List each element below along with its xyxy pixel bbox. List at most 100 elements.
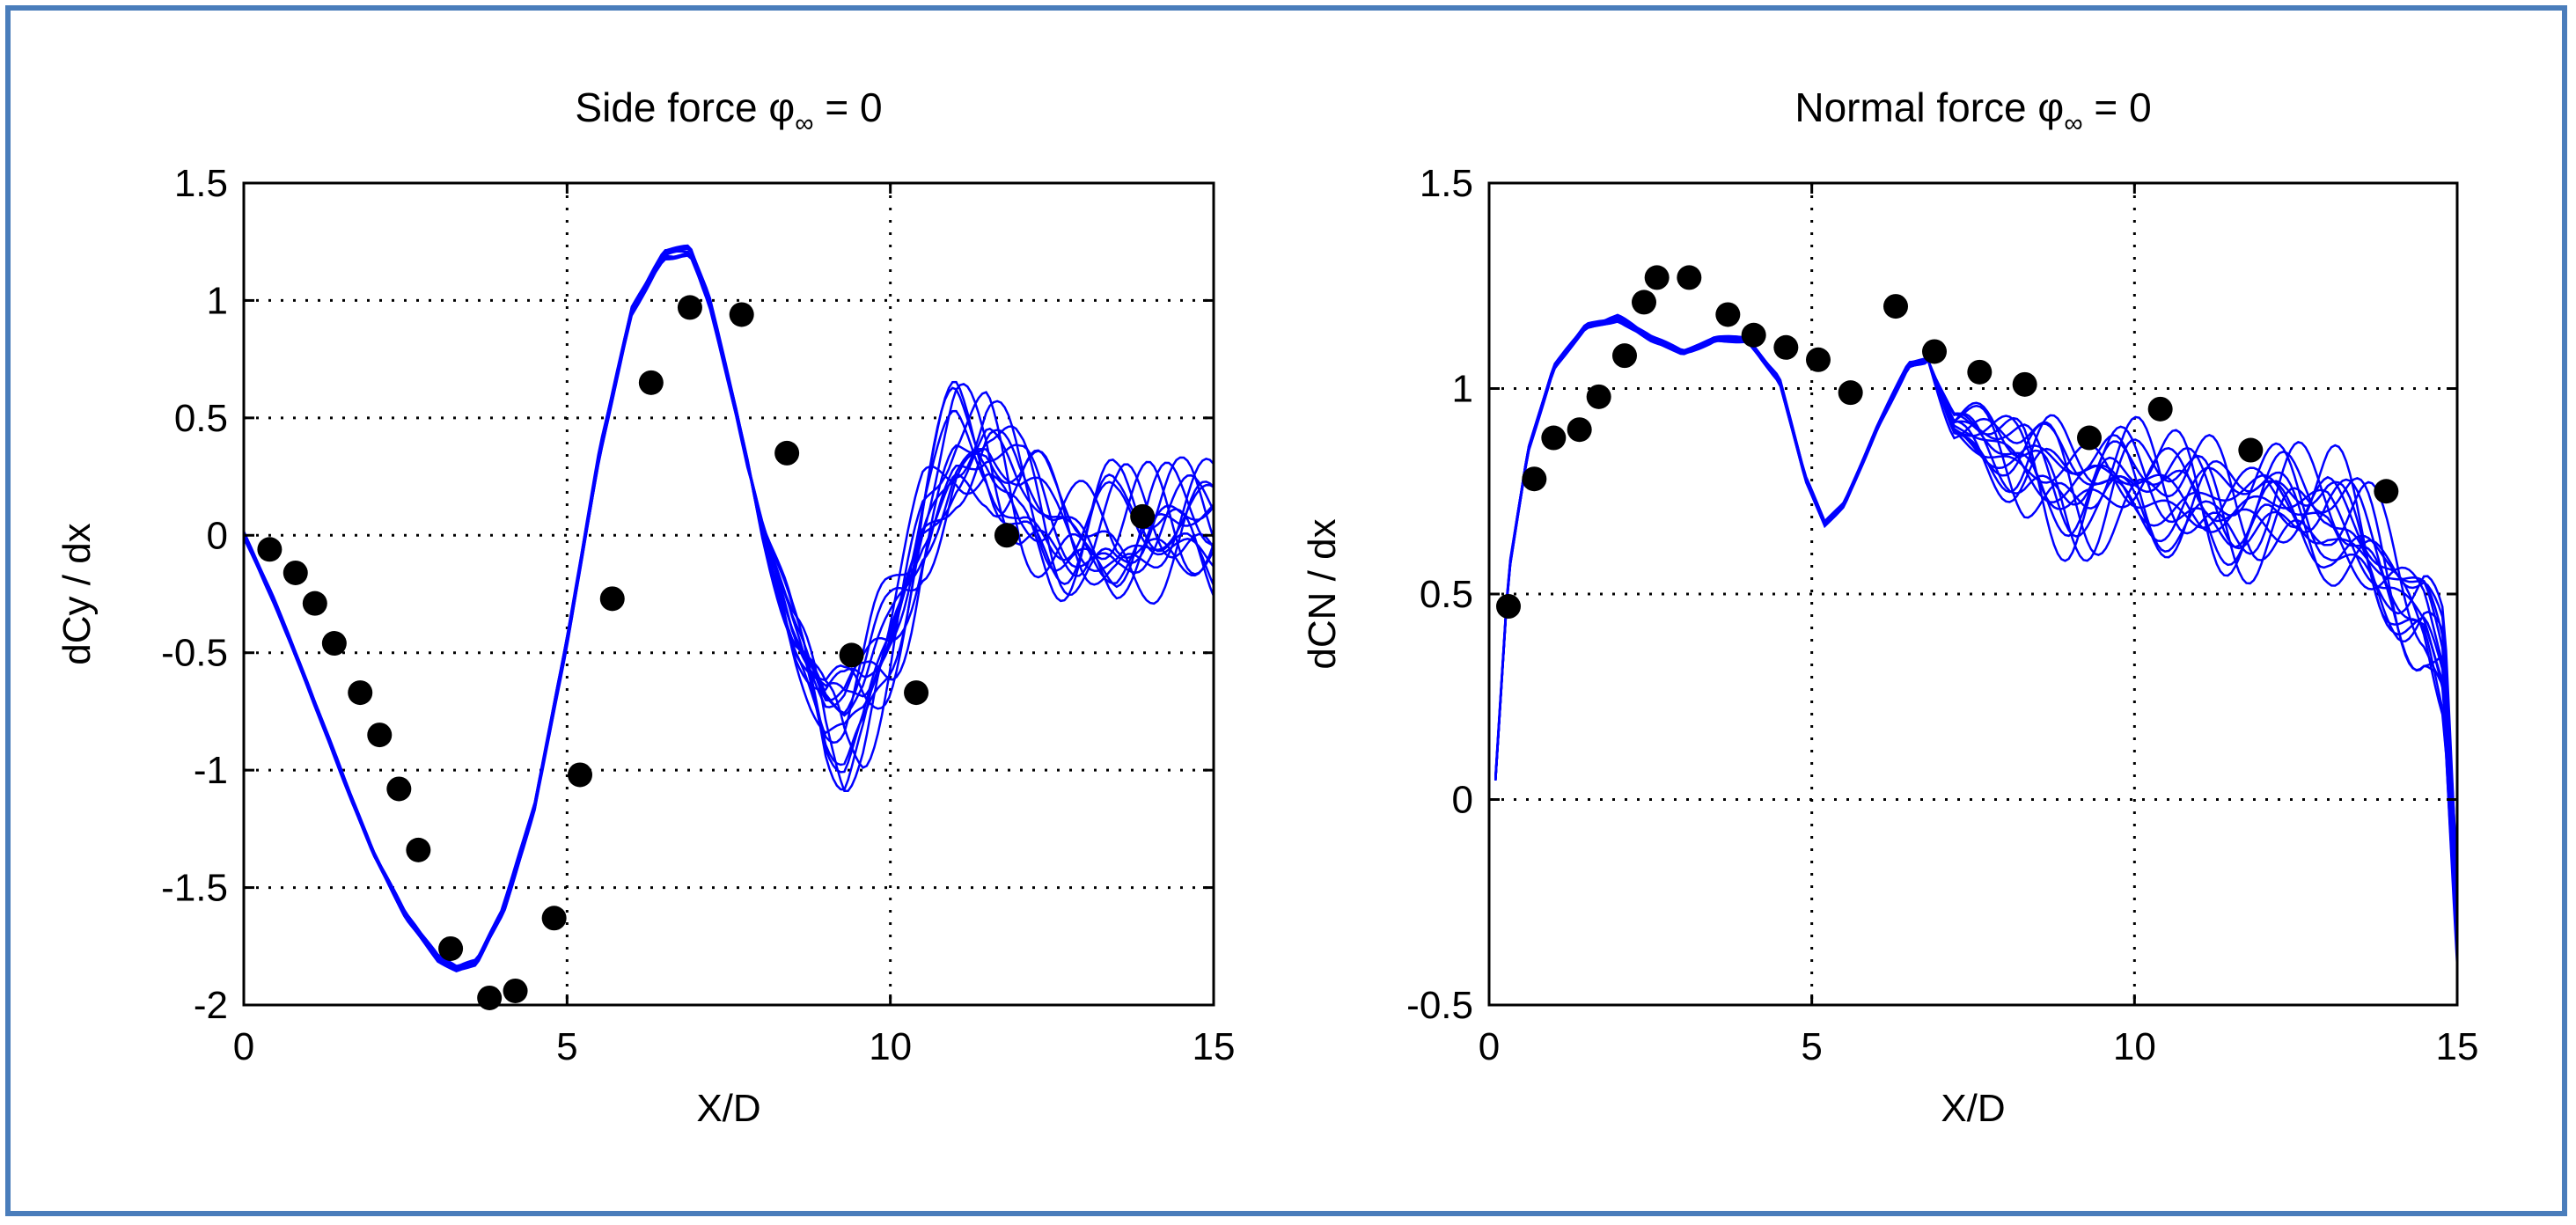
title-main: Side force φ bbox=[575, 84, 795, 130]
series-line bbox=[1494, 317, 2457, 928]
series-line bbox=[1494, 319, 2457, 918]
data-point bbox=[1586, 384, 1611, 409]
x-tick-label: 5 bbox=[556, 1025, 577, 1068]
data-point bbox=[1567, 417, 1592, 443]
data-point bbox=[1496, 594, 1521, 620]
data-point bbox=[2012, 371, 2037, 397]
figure-frame bbox=[5, 5, 2567, 1216]
data-point bbox=[1644, 265, 1670, 290]
chart-title: Side force φ∞ = 0 bbox=[575, 84, 882, 138]
axes-box bbox=[242, 181, 1215, 1007]
chart-title: Normal force φ∞ = 0 bbox=[1794, 84, 2151, 138]
data-point bbox=[348, 680, 373, 706]
data-point bbox=[774, 440, 800, 466]
y-tick-label: -0.5 bbox=[161, 632, 228, 675]
data-point bbox=[1838, 380, 1863, 406]
data-point bbox=[568, 762, 593, 788]
y-tick-label: 0.5 bbox=[174, 397, 228, 440]
series-line bbox=[1494, 318, 2457, 924]
y-tick-label: -1.5 bbox=[161, 867, 228, 910]
series-line bbox=[244, 246, 1214, 971]
data-point bbox=[2374, 479, 2399, 504]
data-point bbox=[1541, 425, 1567, 451]
series-line bbox=[244, 253, 1214, 971]
series-line bbox=[244, 250, 1214, 970]
y-tick-label: 0.5 bbox=[1420, 573, 1473, 616]
data-point bbox=[1741, 322, 1766, 348]
y-tick-label: 1 bbox=[1452, 368, 1473, 411]
data-point bbox=[1715, 302, 1741, 327]
data-point bbox=[1130, 503, 1156, 529]
data-point bbox=[677, 295, 702, 320]
series-line bbox=[1494, 319, 2457, 884]
series-line bbox=[244, 247, 1214, 972]
series-line bbox=[1494, 317, 2457, 871]
side-force-chart: Side force φ∞ = 0 X/D dCy / dx 0 5 10 15 -2 -… bbox=[55, 84, 1235, 1130]
normal-force-chart: Normal force φ∞ = 0 X/D dCN / dx 0 5 10 15-… bbox=[1301, 84, 2478, 1130]
series-line bbox=[244, 246, 1214, 972]
y-tick-label: 1.5 bbox=[1420, 162, 1473, 205]
title-subscript: ∞ bbox=[2064, 109, 2082, 138]
data-point bbox=[839, 642, 864, 668]
title-tail: = 0 bbox=[2083, 84, 2152, 130]
data-point bbox=[1632, 290, 1656, 315]
series-line bbox=[1494, 315, 2457, 955]
data-point bbox=[321, 631, 347, 657]
series-line bbox=[244, 254, 1214, 972]
data-point bbox=[729, 302, 754, 327]
series-line bbox=[1494, 316, 2457, 921]
data-point bbox=[1967, 359, 1993, 385]
data-point bbox=[904, 680, 929, 706]
data-point bbox=[599, 586, 625, 612]
x-tick-label: 15 bbox=[2436, 1025, 2479, 1068]
x-tick-label: 0 bbox=[233, 1025, 254, 1068]
y-axis-label: dCN / dx bbox=[1301, 518, 1344, 669]
data-point bbox=[477, 985, 503, 1010]
data-point bbox=[1773, 334, 1799, 360]
data-point bbox=[438, 935, 464, 961]
x-tick-label: 15 bbox=[1193, 1025, 1236, 1068]
title-subscript: ∞ bbox=[795, 109, 813, 138]
series-line bbox=[244, 244, 1214, 970]
y-axis-label: dCy / dx bbox=[55, 523, 99, 664]
y-tick-label: -2 bbox=[194, 984, 228, 1027]
data-point bbox=[406, 837, 431, 862]
series-line bbox=[244, 246, 1214, 967]
x-tick-label: 5 bbox=[1801, 1025, 1822, 1068]
x-tick-label: 10 bbox=[869, 1025, 912, 1068]
data-point bbox=[2147, 396, 2173, 422]
data-point bbox=[541, 906, 567, 931]
x-axis-label: X/D bbox=[696, 1087, 760, 1130]
title-tail: = 0 bbox=[814, 84, 883, 130]
y-tick-label: 0 bbox=[1452, 779, 1473, 822]
series-line bbox=[1494, 313, 2457, 966]
series-line bbox=[244, 251, 1214, 971]
data-point bbox=[1522, 466, 1547, 492]
x-tick-label: 10 bbox=[2113, 1025, 2156, 1068]
y-tick-label: -1 bbox=[194, 749, 228, 792]
data-point bbox=[1883, 294, 1908, 319]
y-tick-label: 1 bbox=[207, 279, 228, 322]
data-point bbox=[367, 723, 393, 748]
series-line bbox=[244, 252, 1214, 969]
series-line bbox=[1494, 316, 2457, 958]
y-tick-label: -0.5 bbox=[1406, 984, 1473, 1027]
series-line bbox=[244, 246, 1214, 972]
series-line bbox=[1494, 317, 2457, 915]
data-point bbox=[386, 776, 412, 802]
x-tick-label: 0 bbox=[1479, 1025, 1500, 1068]
title-main: Normal force φ bbox=[1794, 84, 2064, 130]
series-line bbox=[244, 246, 1214, 972]
series-line bbox=[1494, 320, 2457, 892]
y-tick-label: 1.5 bbox=[174, 162, 228, 205]
data-point bbox=[1806, 347, 1831, 372]
data-point bbox=[2077, 425, 2102, 451]
data-point bbox=[638, 370, 664, 395]
series-line bbox=[1494, 319, 2457, 938]
data-point bbox=[1922, 339, 1947, 364]
series-line bbox=[1494, 315, 2457, 931]
data-point bbox=[1677, 265, 1702, 290]
data-point bbox=[257, 537, 283, 562]
data-point bbox=[2238, 437, 2264, 463]
